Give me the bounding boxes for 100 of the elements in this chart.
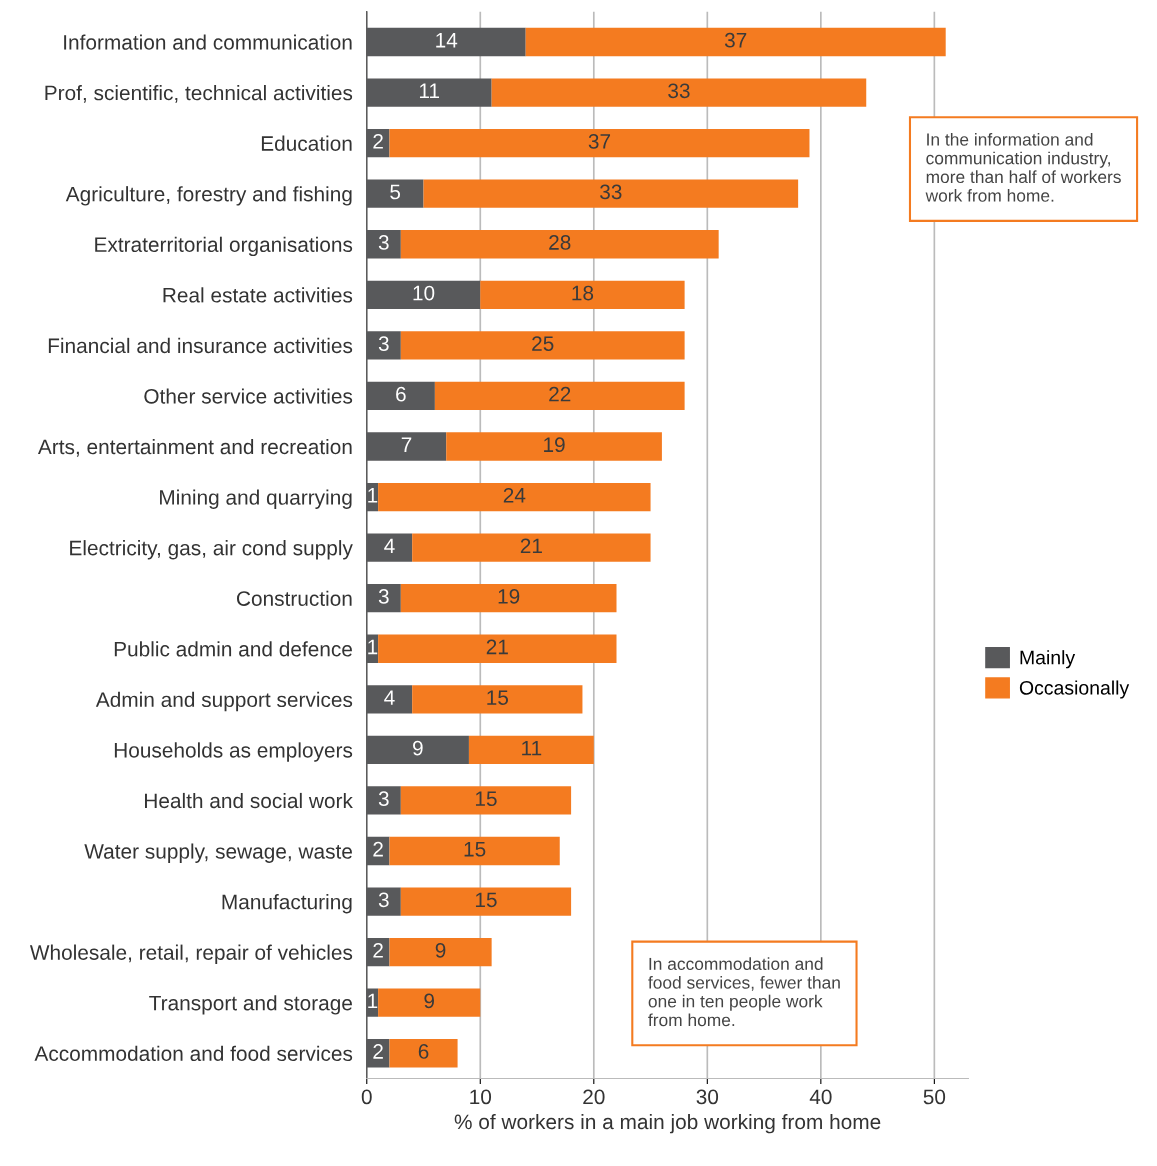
data-label: 1 [368,639,378,655]
y-tick-label: Construction [236,590,352,606]
y-tick-label: Information and communication [64,34,352,50]
bar [366,78,492,107]
data-label: 37 [724,32,747,48]
annotation: In accommodation and food services, fewer than one in ten people work from home. [648,957,840,1027]
bar [400,584,617,613]
data-label: 2 [373,942,383,958]
data-label: 10 [413,285,435,301]
y-tick-label: Education [261,135,352,151]
bar [366,27,526,57]
data-label: 9 [435,942,446,958]
bar [366,381,435,411]
bar [434,381,685,411]
data-label: 1 [368,993,378,1009]
y-tick-label: Mining and quarrying [160,489,352,509]
data-label: 15 [487,690,509,705]
y-tick-label: Accommodation and food services [34,1045,353,1062]
bar [400,331,685,360]
data-label: 14 [436,33,458,48]
bar [389,836,560,866]
data-label: 3 [378,589,389,604]
bar [423,179,799,208]
bar [491,78,867,107]
data-label: 15 [464,842,486,857]
bar [366,786,401,815]
bar [412,533,651,562]
bar [378,634,617,663]
data-label: 5 [390,184,401,200]
data-label: 21 [486,639,508,655]
data-label: 11 [419,83,440,98]
bar [468,735,594,765]
bar [400,887,572,916]
data-label: 28 [549,235,571,250]
bar [446,432,662,461]
y-tick-label: Extraterritorial organisations [95,236,353,257]
data-label: 19 [544,437,565,453]
y-tick-label: Electricity, gas, air cond supply [70,540,353,560]
y-tick-label: Agriculture, forestry and fishing [65,186,352,206]
y-tick-label: Households as employers [114,742,353,762]
data-label: 6 [396,386,406,402]
bar [366,230,401,259]
y-tick-label: Real estate activities [163,287,353,303]
x-tick-label: 50 [923,1089,946,1105]
bar [366,179,424,208]
data-label: 11 [522,740,542,756]
y-tick-label: Prof, scientific, technical activities [45,85,353,103]
data-label: 21 [520,538,542,554]
data-label: 33 [668,83,690,99]
y-tick-label: Arts, entertainment and recreation [37,438,352,457]
annotation: In the information and communication industry, more than half of workers work from home. [925,132,1121,202]
bar [366,887,401,916]
y-tick-label: Wholesale, retail, repair of vehicles [29,944,353,965]
bar [366,685,413,714]
data-label: 3 [378,791,389,807]
data-label: 1 [368,488,378,503]
y-tick-label: Financial and insurance activities [48,337,353,354]
data-label: 15 [475,791,497,807]
bar [366,735,469,765]
data-label: 3 [378,235,389,250]
bar [378,988,481,1017]
data-label: 24 [503,487,526,503]
data-label: 2 [373,1044,383,1059]
y-tick-label: Admin and support services [95,691,353,712]
y-tick-label: Transport and storage [149,995,352,1015]
bar [366,432,447,461]
y-tick-label: Other service activities [144,388,353,404]
bar [366,584,401,613]
bar [366,280,481,309]
data-label: 9 [413,740,423,756]
data-label: 2 [373,133,383,149]
bar [389,128,810,158]
data-label: 3 [378,892,389,908]
bar [412,685,583,714]
x-tick-label: 0 [361,1089,372,1105]
x-tick-label: 10 [470,1089,492,1105]
y-tick-label: Water supply, sewage, waste [84,843,352,863]
x-tick-label: 40 [809,1089,832,1105]
data-label: 2 [373,841,383,857]
data-label: 9 [424,993,435,1009]
bar [389,937,492,967]
data-label: 22 [549,386,571,402]
bar [525,27,946,57]
x-tick-label: 20 [583,1089,605,1105]
data-label: 7 [401,437,412,452]
data-label: 18 [572,285,594,301]
data-label: 25 [532,336,554,351]
data-label: 19 [498,589,520,604]
data-label: 3 [378,336,389,351]
bar [366,331,401,360]
data-label: 4 [384,690,395,705]
x-tick-label: 30 [696,1089,719,1105]
legend-label: Mainly [1020,650,1076,669]
data-label: 4 [384,538,395,554]
legend-label: Occasionally [1019,680,1130,699]
bar [480,280,685,309]
bar [400,230,719,259]
data-label: 6 [418,1044,429,1059]
bar [378,482,651,512]
y-tick-label: Public admin and defence [114,641,352,657]
